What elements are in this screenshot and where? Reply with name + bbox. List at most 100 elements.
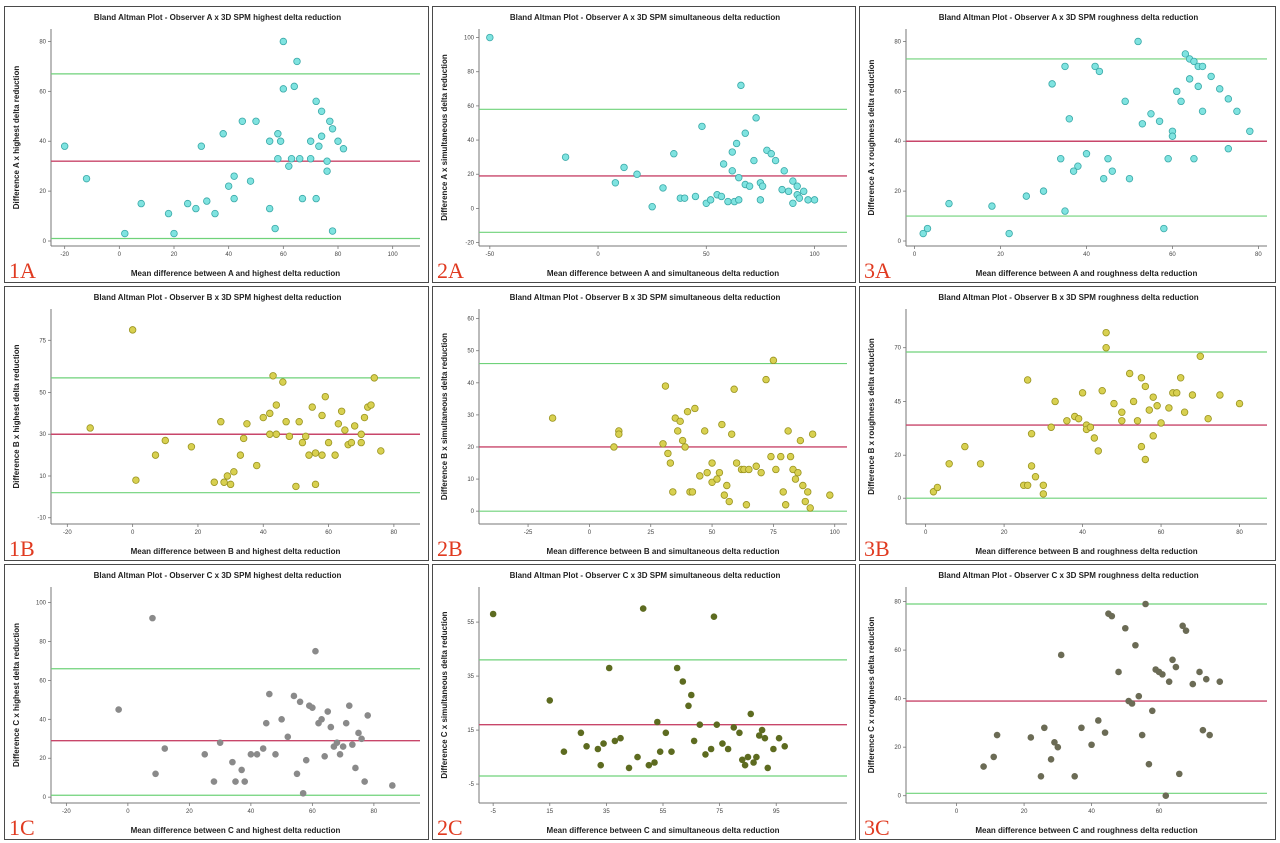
data-point [1173, 87, 1181, 96]
data-point [659, 184, 667, 192]
data-point [804, 196, 812, 204]
chart-3B: Bland Altman Plot - Observer B x 3D SPM … [864, 293, 1267, 561]
data-point [1216, 391, 1224, 399]
chart-1A: Bland Altman Plot - Observer A x 3D SPM … [9, 13, 420, 283]
chart-title: Bland Altman Plot - Observer C x 3D SPM … [94, 571, 342, 580]
x-tick-label: 80 [335, 252, 342, 258]
chart-title: Bland Altman Plot - Observer B x 3D SPM … [94, 293, 342, 302]
data-point [274, 130, 282, 138]
data-point [698, 122, 706, 131]
data-point [755, 732, 763, 739]
panel-2B: Bland Altman Plot - Observer B x 3D SPM … [432, 286, 856, 561]
data-point [725, 497, 733, 506]
data-point [778, 185, 786, 194]
data-point [696, 721, 704, 728]
data-point [702, 751, 709, 758]
data-point [1133, 417, 1142, 425]
y-tick-label: 20 [894, 189, 901, 195]
data-point [1054, 743, 1062, 751]
data-point [170, 229, 178, 238]
chart-1C: Bland Altman Plot - Observer C x 3D SPM … [9, 571, 420, 840]
y-tick-label: 40 [894, 139, 901, 145]
chart-1B: Bland Altman Plot - Observer B x 3D SPM … [9, 293, 420, 561]
data-point [683, 407, 692, 416]
x-tick-label: 95 [773, 809, 780, 815]
data-point [1180, 408, 1189, 416]
data-point [750, 156, 758, 165]
y-axis-label: Difference C x simultaneous delta reduct… [440, 611, 449, 778]
data-point [243, 420, 251, 428]
data-point [1138, 731, 1146, 739]
data-point [334, 420, 343, 428]
x-tick-label: 60 [1156, 809, 1163, 815]
x-tick-label: 100 [388, 252, 399, 258]
data-point [1023, 376, 1032, 384]
data-point [132, 476, 140, 484]
y-tick-label: 40 [894, 697, 901, 703]
data-point [735, 196, 743, 204]
x-tick-label: 60 [325, 530, 332, 536]
y-tick-label: 40 [467, 138, 474, 144]
data-point [86, 424, 94, 432]
data-point [1041, 724, 1048, 732]
data-point [306, 155, 315, 163]
y-tick-label: 40 [467, 381, 474, 387]
data-point [779, 488, 787, 496]
data-point [339, 145, 348, 153]
data-point [1137, 442, 1146, 451]
x-tick-label: 40 [1083, 252, 1090, 258]
data-point [1074, 162, 1082, 170]
data-point [223, 472, 232, 480]
y-axis-label: Difference A x simultaneous delta reduct… [440, 54, 449, 221]
data-point [364, 712, 372, 719]
data-point [276, 137, 285, 145]
x-axis-label: Mean difference between A and roughness … [976, 269, 1198, 278]
data-point [342, 719, 350, 727]
data-point [318, 716, 325, 723]
data-point [1179, 622, 1186, 630]
x-axis-label: Mean difference between B and roughness … [975, 547, 1197, 556]
data-point [690, 737, 698, 745]
y-tick-label: 55 [467, 620, 474, 626]
y-tick-label: 20 [467, 445, 474, 451]
data-point [312, 194, 320, 203]
data-point [285, 162, 293, 170]
data-point [737, 81, 745, 90]
data-point [724, 197, 732, 206]
data-point [311, 480, 320, 489]
data-point [713, 721, 721, 728]
panel-1C: Bland Altman Plot - Observer C x 3D SPM … [4, 564, 429, 840]
data-point [1155, 117, 1164, 125]
x-axis-label: Mean difference between C and highest de… [131, 826, 341, 835]
data-point [1224, 95, 1233, 103]
x-tick-label: 100 [810, 252, 821, 258]
x-tick-label: -20 [62, 809, 71, 815]
data-point [728, 167, 736, 175]
data-point [1177, 97, 1185, 106]
data-point [1039, 490, 1048, 498]
data-point [1027, 429, 1036, 438]
data-point [1121, 624, 1129, 632]
data-point [990, 753, 998, 761]
x-tick-label: 100 [830, 530, 841, 536]
data-point [826, 491, 834, 499]
x-tick-label: 35 [603, 809, 610, 815]
data-point [1022, 192, 1031, 200]
panel-1A: Bland Altman Plot - Observer A x 3D SPM … [4, 6, 429, 283]
data-point [82, 174, 91, 183]
data-point [730, 724, 738, 731]
data-point [269, 372, 277, 380]
data-point [210, 778, 218, 785]
data-point [1216, 85, 1224, 93]
data-point [1037, 773, 1045, 780]
data-point [183, 199, 192, 208]
data-point [302, 432, 310, 441]
y-tick-label: 15 [467, 728, 474, 734]
data-point [786, 452, 795, 461]
data-point [767, 452, 775, 461]
x-tick-label: 0 [131, 530, 135, 536]
panel-2C: Bland Altman Plot - Observer C x 3D SPM … [432, 564, 856, 840]
data-point [279, 378, 287, 386]
data-point [236, 451, 245, 459]
data-point [1149, 393, 1157, 401]
